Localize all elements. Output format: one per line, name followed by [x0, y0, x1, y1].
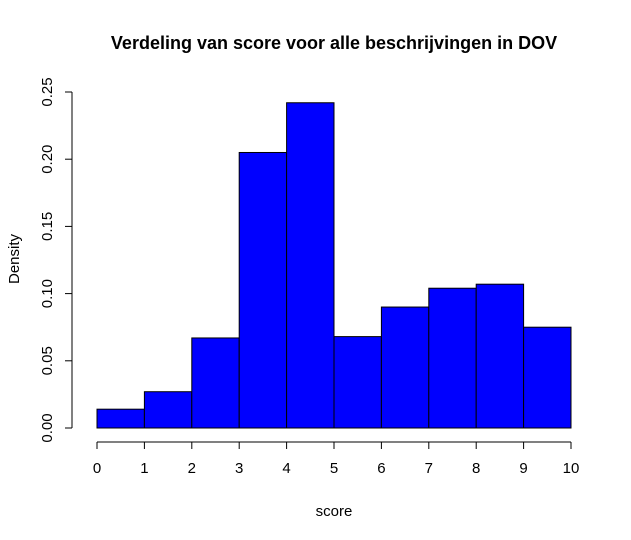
x-tick-label: 9	[519, 460, 527, 477]
histogram-bar	[191, 337, 240, 429]
y-tick-label: 0.20	[39, 145, 56, 174]
histogram-bar	[333, 336, 382, 429]
histogram-bar	[523, 326, 572, 429]
y-tick-label: 0.05	[39, 346, 56, 375]
x-tick-label: 6	[377, 460, 385, 477]
histogram-bar	[238, 151, 288, 429]
histogram-bar	[380, 306, 430, 429]
x-tick-label: 10	[563, 460, 580, 477]
bars-group	[96, 102, 572, 429]
y-axis-label: Density	[6, 233, 23, 284]
x-axis: 0 1 2 3 4 5 6 7 8 9 10	[93, 441, 580, 477]
x-tick-label: 2	[188, 460, 196, 477]
histogram-bar	[143, 391, 193, 429]
x-tick-label: 5	[330, 460, 338, 477]
x-tick-label: 1	[140, 460, 148, 477]
y-tick-label: 0.10	[39, 279, 56, 308]
x-tick-label: 3	[235, 460, 243, 477]
y-axis: 0.00 0.05 0.10 0.15 0.20 0.25	[39, 77, 73, 443]
y-tick-label: 0.25	[39, 77, 56, 106]
x-tick-label: 0	[93, 460, 101, 477]
chart-title: Verdeling van score voor alle beschrijvi…	[111, 33, 557, 53]
x-tick-label: 7	[425, 460, 433, 477]
histogram-bar	[96, 408, 145, 429]
y-tick-label: 0.15	[39, 212, 56, 241]
histogram-bar	[428, 287, 477, 429]
x-tick-label: 8	[472, 460, 480, 477]
histogram-bar	[475, 283, 525, 429]
y-tick-label: 0.00	[39, 413, 56, 442]
histogram-bar	[286, 102, 335, 429]
x-axis-label: score	[316, 503, 353, 520]
x-tick-label: 4	[282, 460, 290, 477]
